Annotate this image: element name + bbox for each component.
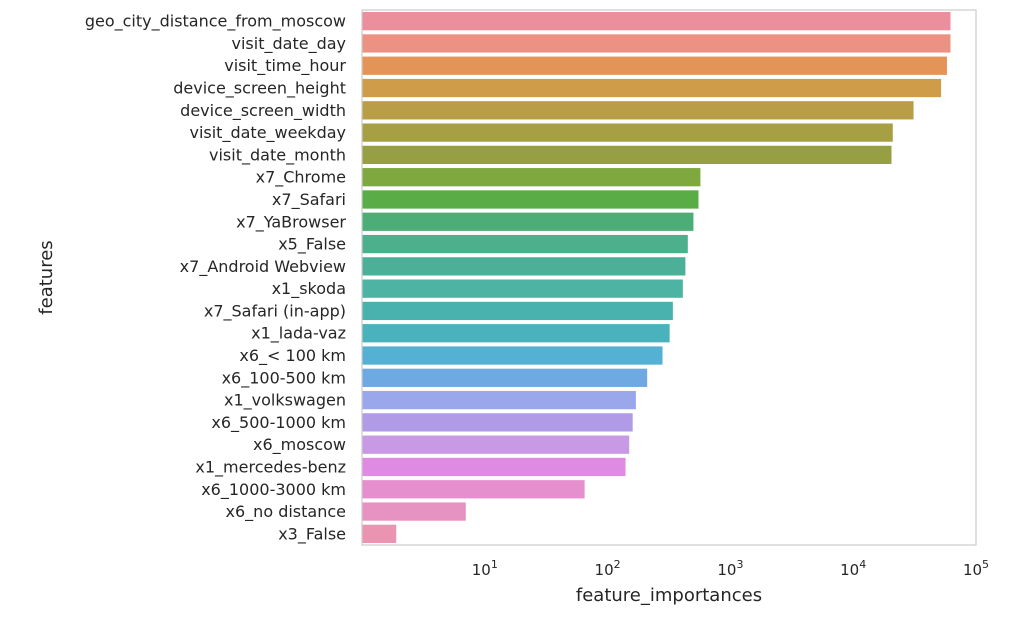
y-tick-label-4: device_screen_width: [180, 101, 346, 121]
y-tick-label-12: x1_skoda: [272, 279, 346, 299]
y-tick-label-6: visit_date_month: [209, 145, 346, 165]
y-tick-label-23: x3_False: [278, 524, 346, 544]
x-tick-label-2: 103: [717, 558, 743, 579]
x-ticks: 101 102 103 104 105: [472, 558, 989, 579]
bar-6: [362, 145, 892, 165]
bar-15: [362, 346, 663, 365]
y-tick-label-21: x6_1000-3000 km: [201, 480, 346, 500]
y-axis-label: features: [36, 240, 57, 314]
bar-13: [362, 301, 673, 321]
bar-20: [362, 457, 626, 477]
bar-11: [362, 257, 686, 276]
y-tick-label-13: x7_Safari (in-app): [204, 301, 346, 321]
bar-21: [362, 480, 585, 499]
y-tick-label-16: x6_100-500 km: [222, 368, 346, 388]
bar-2: [362, 56, 947, 75]
x-tick-label-0: 101: [472, 558, 498, 579]
bar-3: [362, 78, 942, 98]
y-tick-label-9: x7_YaBrowser: [236, 212, 346, 232]
y-tick-label-19: x6_moscow: [253, 435, 346, 455]
bars-group: [362, 12, 951, 543]
x-tick-label-1: 102: [595, 558, 621, 579]
y-tick-label-0: geo_city_distance_from_moscow: [85, 12, 346, 32]
y-tick-label-10: x5_False: [278, 235, 346, 255]
y-tick-label-1: visit_date_day: [232, 34, 346, 54]
bar-8: [362, 190, 699, 209]
bar-4: [362, 101, 914, 120]
y-tick-label-20: x1_mercedes-benz: [195, 457, 346, 477]
bar-23: [362, 524, 397, 543]
x-axis-label: feature_importances: [576, 585, 762, 606]
bar-16: [362, 368, 648, 387]
bar-0: [362, 12, 951, 31]
y-tick-label-5: visit_date_weekday: [189, 123, 346, 143]
x-tick-label-4: 105: [963, 558, 989, 579]
bar-7: [362, 168, 701, 187]
bar-19: [362, 435, 630, 454]
y-tick-label-7: x7_Chrome: [256, 168, 346, 188]
y-tick-label-18: x6_500-1000 km: [211, 413, 346, 433]
y-tick-label-14: x1_lada-vaz: [251, 324, 346, 344]
x-tick-label-3: 104: [840, 558, 866, 579]
y-tick-label-17: x1_volkswagen: [224, 391, 346, 411]
y-tick-label-22: x6_no distance: [226, 502, 346, 522]
plot-frame: [361, 9, 977, 546]
bar-12: [362, 279, 683, 298]
bar-10: [362, 234, 688, 254]
bar-5: [362, 123, 893, 142]
bar-22: [362, 502, 466, 521]
bar-14: [362, 324, 670, 343]
y-tick-label-11: x7_Android Webview: [180, 257, 346, 277]
y-tick-label-3: device_screen_height: [173, 79, 346, 99]
y-tick-labels: geo_city_distance_from_moscowvisit_date_…: [85, 12, 347, 545]
y-tick-label-15: x6_< 100 km: [239, 346, 346, 366]
y-tick-label-8: x7_Safari: [272, 190, 346, 210]
bar-17: [362, 390, 636, 410]
bar-18: [362, 413, 633, 432]
bar-9: [362, 212, 694, 231]
bar-1: [362, 34, 951, 53]
y-tick-label-2: visit_time_hour: [224, 56, 346, 76]
